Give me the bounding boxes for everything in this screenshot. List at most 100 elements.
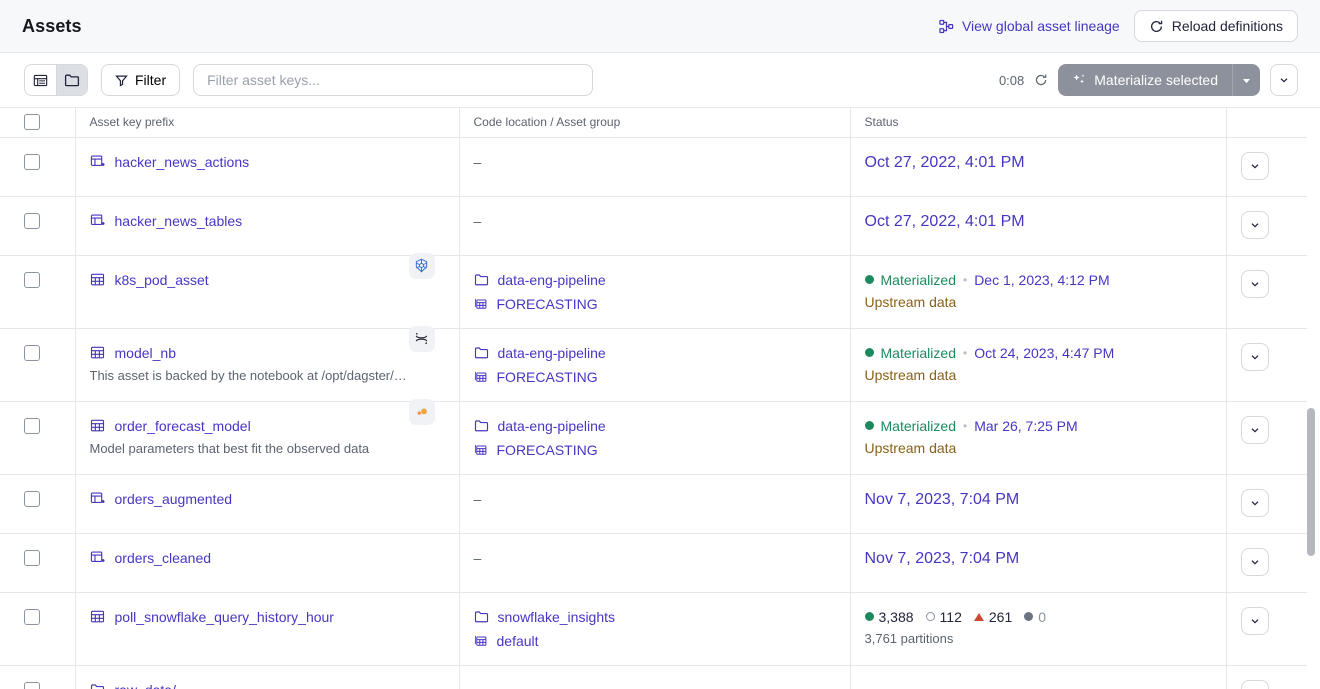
row-checkbox[interactable] <box>24 490 40 507</box>
assets-toolbar: Filter 0:08 Materialize selected <box>0 53 1320 108</box>
asset-key-link[interactable]: orders_cleaned <box>114 549 212 566</box>
code-location-label: snowflake_insights <box>497 608 616 625</box>
code-location-link[interactable]: snowflake_insights <box>474 609 850 625</box>
asset-key-link[interactable]: k8s_pod_asset <box>114 271 209 288</box>
code-location-link[interactable]: data-eng-pipeline <box>474 272 850 288</box>
status-cell: Nov 7, 2023, 7:04 PM <box>849 533 1226 593</box>
row-actions-button[interactable] <box>1240 210 1269 239</box>
asset-key-link[interactable]: order_forecast_model <box>114 417 251 434</box>
column-header-asset-key-prefix[interactable]: Asset key prefix <box>74 108 459 138</box>
view-global-asset-lineage-link[interactable]: View global asset lineage <box>939 18 1120 34</box>
row-checkbox[interactable] <box>24 417 40 434</box>
column-header-status[interactable]: Status <box>849 108 1226 138</box>
row-actions-button[interactable] <box>1240 269 1269 298</box>
status-cell: Materialized • Oct 24, 2023, 4:47 PM Ups… <box>849 328 1226 402</box>
table-row[interactable]: hacker_news_tables – Oct 27, 2022, 4:01 P… <box>0 196 1307 256</box>
status-timestamp[interactable]: Oct 24, 2023, 4:47 PM <box>974 344 1115 361</box>
row-checkbox[interactable] <box>24 212 40 229</box>
row-actions-cell <box>1225 592 1307 666</box>
filter-button[interactable]: Filter <box>101 64 181 96</box>
refresh-icon[interactable] <box>1034 73 1048 87</box>
assets-table: Asset key prefix Code location / Asset g… <box>0 108 1307 689</box>
table-row[interactable]: hacker_news_actions – Oct 27, 2022, 4:01 … <box>0 137 1307 197</box>
view-mode-list-button[interactable] <box>25 65 56 95</box>
row-actions-cell <box>1225 665 1307 689</box>
row-actions-button[interactable] <box>1240 606 1269 635</box>
table-row[interactable]: k8s_pod_asset data-eng-pipeline FORECAST… <box>0 252 1307 329</box>
reload-definitions-button[interactable]: Reload definitions <box>1133 10 1298 42</box>
asset-kind-badge[interactable] <box>408 252 435 279</box>
asset-key-link[interactable]: raw_data/ <box>115 682 176 689</box>
chevron-down-icon <box>1249 615 1261 627</box>
status-cell: Oct 27, 2022, 4:01 PM <box>849 137 1226 197</box>
asset-kind-badge[interactable] <box>408 325 435 352</box>
asset-group-link[interactable]: FORECASTING <box>474 369 850 385</box>
column-header-code-location[interactable]: Code location / Asset group <box>458 108 850 138</box>
row-actions-button[interactable] <box>1240 679 1269 689</box>
asset-group-link[interactable]: FORECASTING <box>474 296 850 312</box>
asset-group-label: FORECASTING <box>496 295 598 312</box>
row-actions-button[interactable] <box>1240 151 1269 180</box>
status-timestamp[interactable]: Mar 26, 7:25 PM <box>974 417 1078 434</box>
status-timestamp[interactable]: Oct 27, 2022, 4:01 PM <box>864 153 1025 171</box>
asset-key-link[interactable]: orders_augmented <box>114 490 233 507</box>
more-options-button[interactable] <box>1270 64 1298 96</box>
materialize-options-caret[interactable] <box>1232 64 1260 96</box>
assets-table-container[interactable]: Asset key prefix Code location / Asset g… <box>0 108 1320 689</box>
row-select-cell <box>0 533 75 593</box>
asset-key-cell: orders_augmented <box>74 474 459 534</box>
status-substatus[interactable]: Upstream data <box>864 439 957 456</box>
code-location-label: data-eng-pipeline <box>497 344 606 361</box>
asset-description: This asset is backed by the notebook at … <box>89 367 408 383</box>
row-checkbox[interactable] <box>24 344 40 361</box>
table-row[interactable]: orders_augmented – Nov 7, 2023, 7:04 PM <box>0 474 1307 534</box>
status-substatus[interactable]: Upstream data <box>864 366 957 383</box>
search-input[interactable] <box>193 64 594 96</box>
status-timestamp[interactable]: Nov 7, 2023, 7:04 PM <box>864 549 1020 567</box>
caret-down-icon <box>1242 76 1251 85</box>
table-row[interactable]: order_forecast_model Model parameters th… <box>0 398 1307 475</box>
materialize-selected-button[interactable]: Materialize selected <box>1058 64 1232 96</box>
code-location-empty: – <box>473 490 482 507</box>
table-row[interactable]: orders_cleaned – Nov 7, 2023, 7:04 PM <box>0 533 1307 593</box>
row-actions-button[interactable] <box>1240 547 1269 576</box>
row-select-cell <box>0 665 75 689</box>
table-header-row: Asset key prefix Code location / Asset g… <box>0 108 1307 138</box>
lineage-link-label: View global asset lineage <box>961 18 1120 34</box>
group-icon <box>474 370 488 384</box>
vertical-scrollbar[interactable] <box>1307 408 1315 556</box>
view-mode-folder-button[interactable] <box>56 65 87 95</box>
row-select-cell <box>0 255 75 329</box>
table-row[interactable]: poll_snowflake_query_history_hour snowfl… <box>0 592 1307 666</box>
status-separator: • <box>962 345 968 360</box>
code-location-link[interactable]: data-eng-pipeline <box>474 418 850 434</box>
code-location-link[interactable]: data-eng-pipeline <box>474 345 850 361</box>
row-actions-button[interactable] <box>1240 488 1269 517</box>
row-select-cell <box>0 196 75 256</box>
asset-group-link[interactable]: FORECASTING <box>474 442 850 458</box>
select-all-checkbox[interactable] <box>24 114 40 131</box>
asset-group-link[interactable]: default <box>474 633 850 649</box>
asset-key-link[interactable]: hacker_news_actions <box>114 153 250 170</box>
partition-success: 3,388 <box>864 609 914 625</box>
row-actions-button[interactable] <box>1240 342 1269 371</box>
code-location-cell: snowflake_insights default <box>458 592 850 666</box>
status-timestamp[interactable]: Oct 27, 2022, 4:01 PM <box>864 212 1025 230</box>
row-actions-button[interactable] <box>1240 415 1269 444</box>
row-checkbox[interactable] <box>24 271 40 288</box>
table-row[interactable]: model_nb This asset is backed by the not… <box>0 325 1307 402</box>
asset-add-icon <box>90 213 105 228</box>
status-timestamp[interactable]: Nov 7, 2023, 7:04 PM <box>864 490 1020 508</box>
status-dot-other <box>1024 612 1034 621</box>
table-row[interactable]: raw_data/ – – <box>0 665 1307 689</box>
row-checkbox[interactable] <box>24 549 40 566</box>
asset-key-link[interactable]: model_nb <box>114 344 177 361</box>
status-timestamp[interactable]: Dec 1, 2023, 4:12 PM <box>974 271 1110 288</box>
asset-key-link[interactable]: hacker_news_tables <box>114 212 243 229</box>
row-checkbox[interactable] <box>24 681 40 689</box>
row-checkbox[interactable] <box>24 153 40 170</box>
asset-kind-badge[interactable] <box>408 398 435 425</box>
row-checkbox[interactable] <box>24 608 40 625</box>
status-substatus[interactable]: Upstream data <box>864 293 957 310</box>
asset-key-link[interactable]: poll_snowflake_query_history_hour <box>114 608 334 625</box>
